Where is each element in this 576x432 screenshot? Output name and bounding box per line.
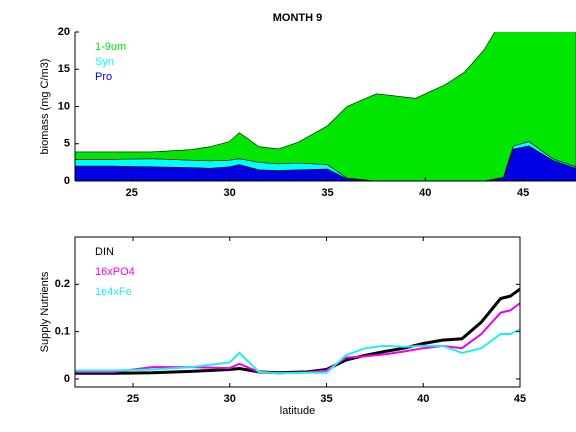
y-tick-label: 0 [64,175,70,187]
axes-box [74,236,521,388]
x-tick-label: 25 [127,393,139,405]
chart-title: MONTH 9 [273,12,323,24]
line [75,287,520,375]
x-tick-label: 35 [320,393,332,405]
x-tick-label: 40 [417,393,429,405]
y-tick-label: 10 [58,100,70,112]
legend-label: 1e4xFe [95,286,132,298]
y-tick-label: 5 [64,138,70,150]
y-tick-label: 0 [64,373,70,385]
x-tick-label: 40 [419,187,431,199]
x-tick-label: 25 [126,187,138,199]
legend-label: 16xPO4 [95,266,135,278]
x-tick-label: 45 [517,187,529,199]
y-axis-label: Supply Nutrients [39,271,51,352]
y-tick-label: 0.2 [55,278,70,290]
legend-label: Pro [95,71,112,83]
plot-area [75,32,576,181]
y-tick-label: 0.1 [55,326,70,338]
y-tick-label: 20 [58,26,70,38]
x-tick-label: 30 [224,393,236,405]
plot-area [75,287,520,375]
y-tick-label: 15 [58,63,70,75]
legend-label: 1-9um [95,41,126,53]
x-tick-label: 30 [223,187,235,199]
x-tick-label: 35 [321,187,333,199]
area [75,32,576,181]
legend-label: DIN [95,246,114,258]
x-axis-label: latitude [280,405,315,417]
y-axis-label: biomass (mg C/m3) [39,59,51,155]
x-tick-label: 45 [514,393,526,405]
legend-label: Syn [95,56,114,68]
line [75,328,520,375]
line [75,302,520,375]
